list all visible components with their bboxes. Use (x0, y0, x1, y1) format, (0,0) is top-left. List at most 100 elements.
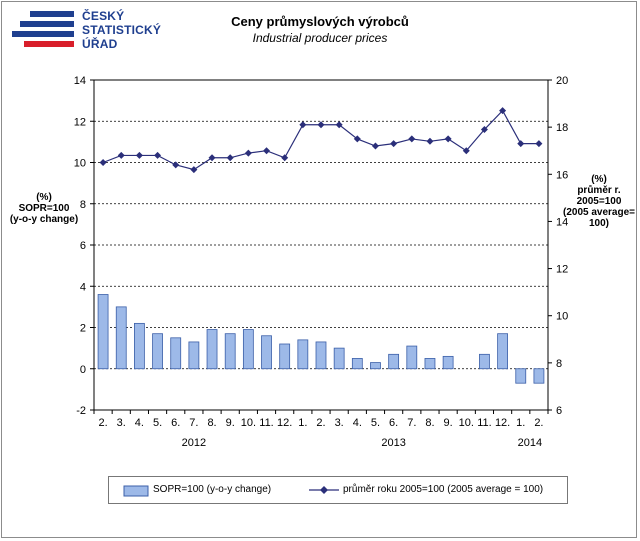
right-axis-title-line: (%) (591, 174, 607, 185)
logo-line-1: ČESKÝ (82, 9, 125, 23)
line-point (462, 147, 470, 155)
line-point (317, 121, 325, 129)
left-axis-title-line: (%) (36, 192, 52, 203)
left-tick-label: -2 (76, 405, 86, 417)
line-point (154, 151, 162, 159)
x-tick-label: 5. (371, 417, 380, 429)
right-tick-label: 6 (556, 405, 562, 417)
bar (533, 368, 545, 384)
right-tick-label: 8 (556, 358, 562, 370)
bar (333, 347, 345, 370)
logo-line-2: STATISTICKÝ (82, 23, 162, 37)
line-point (390, 140, 398, 148)
right-axis-title-line: (2005 average= (562, 207, 635, 218)
x-tick-label: 2. (316, 417, 325, 429)
left-tick-label: 2 (80, 323, 86, 335)
x-tick-label: 1. (516, 417, 525, 429)
x-tick-label: 6. (171, 417, 180, 429)
bar (224, 333, 236, 370)
legend-bar-label: SOPR=100 (y-o-y change) (153, 484, 272, 495)
line-point (444, 135, 452, 143)
left-tick-label: 14 (74, 75, 86, 87)
year-label: 2012 (182, 437, 206, 449)
left-axis-title-line: SOPR=100 (18, 203, 70, 214)
line-point (190, 166, 198, 174)
logo-line-3: ÚŘAD (82, 37, 118, 51)
line-point (335, 121, 343, 129)
line-point (480, 126, 488, 133)
right-tick-label: 14 (556, 216, 568, 228)
right-tick-label: 20 (556, 75, 568, 87)
left-tick-label: 12 (74, 116, 86, 128)
bar (97, 294, 109, 370)
left-tick-label: 0 (80, 364, 86, 376)
line-point (117, 151, 125, 159)
line-point (172, 161, 180, 169)
left-tick-label: 8 (80, 199, 86, 211)
bar (206, 329, 218, 370)
left-tick-label: 6 (80, 240, 86, 252)
czso-logo: ČESKÝ STATISTICKÝ ÚŘAD (12, 9, 162, 53)
chart-subtitle: Industrial producer prices (252, 31, 388, 45)
bar (297, 339, 309, 370)
x-tick-label: 7. (189, 417, 198, 429)
bar (388, 353, 400, 370)
x-tick-label: 12. (495, 417, 510, 429)
bar (479, 353, 490, 370)
x-tick-label: 3. (335, 417, 344, 429)
line-point (299, 121, 307, 129)
line-point (244, 149, 252, 157)
x-tick-label: 2. (98, 417, 107, 429)
x-tick-label: 1. (298, 417, 307, 429)
x-tick-label: 8. (207, 417, 216, 429)
x-tick-label: 10. (241, 417, 256, 429)
bar (152, 333, 163, 370)
x-tick-label: 11. (259, 417, 273, 429)
left-axis-title-line: (y-o-y change) (9, 214, 79, 225)
bar (406, 345, 418, 370)
year-label: 2013 (381, 437, 405, 449)
x-tick-label: 10. (459, 417, 474, 429)
line-point (535, 140, 543, 148)
x-tick-label: 5. (153, 417, 162, 429)
line-point (263, 147, 271, 155)
x-tick-label: 4. (135, 417, 144, 429)
bar (261, 335, 272, 370)
bar (515, 368, 527, 384)
right-axis-title-line: 100) (588, 218, 609, 229)
right-tick-label: 12 (556, 264, 568, 276)
x-tick-label: 9. (444, 417, 453, 429)
bar (170, 337, 182, 370)
line-point (517, 140, 525, 148)
x-tick-label: 8. (425, 417, 434, 429)
bar (134, 322, 145, 370)
x-tick-label: 11. (477, 417, 491, 429)
year-label: 2014 (518, 437, 542, 449)
line-point (208, 154, 216, 162)
bar (115, 306, 127, 370)
bar (442, 355, 454, 370)
legend-line-swatch (309, 486, 339, 494)
left-tick-label: 4 (80, 281, 86, 293)
line-point (371, 142, 379, 150)
bar (497, 333, 508, 370)
line-point (499, 107, 507, 115)
line-series (102, 109, 539, 171)
right-axis-title-line: 2005=100 (576, 196, 622, 207)
legend: SOPR=100 (y-o-y change) průměr roku 2005… (108, 476, 568, 504)
x-tick-label: 3. (117, 417, 126, 429)
bar (315, 341, 327, 370)
bar (370, 362, 381, 370)
right-axis-title-line: průměr r. (577, 185, 621, 196)
line-point (408, 135, 416, 143)
bar (424, 358, 436, 370)
legend-line-label: průměr roku 2005=100 (2005 average = 100… (343, 484, 544, 495)
chart-title: Ceny průmyslových výrobců (231, 14, 409, 29)
line-point (281, 154, 289, 162)
bar (279, 343, 291, 370)
line-point (426, 137, 434, 145)
right-tick-label: 16 (556, 169, 568, 181)
